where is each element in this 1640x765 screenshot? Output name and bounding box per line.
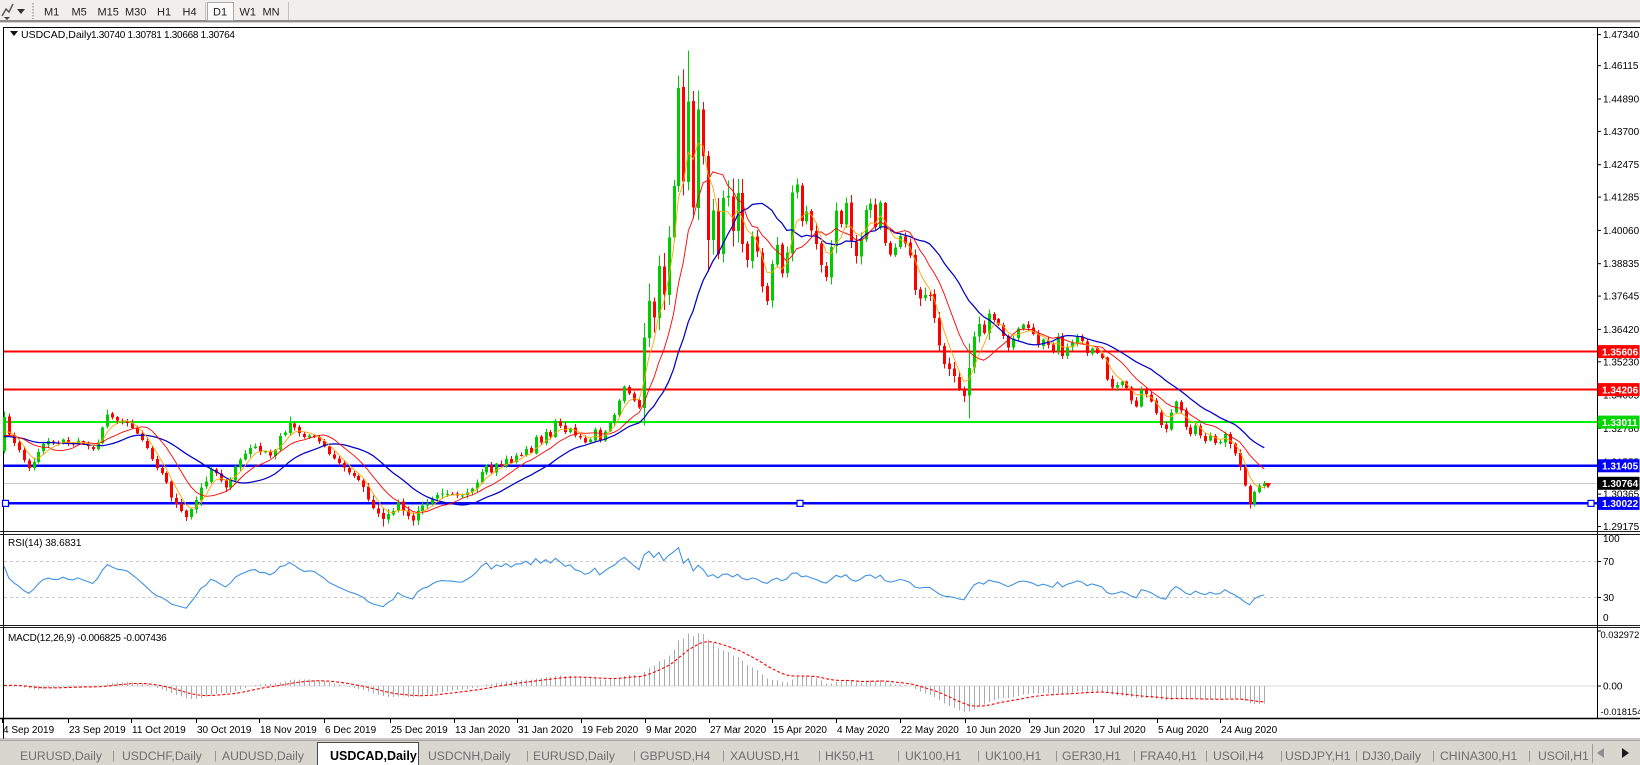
svg-text:1.30764: 1.30764: [1602, 479, 1639, 490]
svg-text:|: |: [112, 750, 115, 762]
svg-text:1.31405: 1.31405: [1602, 462, 1639, 473]
svg-text:|: |: [897, 750, 900, 762]
svg-text:1.37645: 1.37645: [1603, 292, 1640, 303]
svg-text:M30: M30: [125, 7, 146, 19]
svg-text:30: 30: [1603, 593, 1615, 604]
svg-text:1.40060: 1.40060: [1603, 226, 1640, 237]
svg-text:H1: H1: [157, 7, 171, 19]
svg-text:29 Jun 2020: 29 Jun 2020: [1030, 725, 1085, 736]
svg-text:6 Dec 2019: 6 Dec 2019: [325, 725, 377, 736]
svg-text:11 Oct 2019: 11 Oct 2019: [132, 725, 186, 736]
svg-text:1.44890: 1.44890: [1603, 95, 1640, 106]
svg-text:1.29175: 1.29175: [1603, 522, 1640, 533]
svg-text:M5: M5: [72, 7, 87, 19]
svg-text:USOil,H4: USOil,H4: [1213, 749, 1264, 763]
svg-text:1.36420: 1.36420: [1603, 325, 1640, 336]
svg-text:|: |: [633, 750, 636, 762]
svg-text:70: 70: [1603, 557, 1615, 568]
svg-text:0.00: 0.00: [1603, 682, 1623, 693]
svg-text:|: |: [1355, 750, 1358, 762]
svg-text:MACD(12,26,9) -0.006825 -0.007: MACD(12,26,9) -0.006825 -0.007436: [8, 633, 167, 644]
svg-text:15 Apr 2020: 15 Apr 2020: [773, 725, 827, 736]
svg-text:0: 0: [1603, 613, 1609, 624]
svg-text:1.43700: 1.43700: [1603, 127, 1640, 138]
svg-text:H4: H4: [183, 7, 197, 19]
svg-text:|: |: [1528, 750, 1531, 762]
svg-text:1.35230: 1.35230: [1603, 357, 1640, 368]
svg-text:1.35606: 1.35606: [1602, 347, 1639, 358]
svg-text:|: |: [818, 750, 821, 762]
svg-text:25 Dec 2019: 25 Dec 2019: [391, 725, 448, 736]
svg-text:|: |: [1205, 750, 1208, 762]
svg-text:27 Mar 2020: 27 Mar 2020: [710, 725, 767, 736]
svg-text:13 Jan 2020: 13 Jan 2020: [455, 725, 510, 736]
svg-text:UK100,H1: UK100,H1: [985, 749, 1041, 763]
svg-text:XAUUSD,H1: XAUUSD,H1: [730, 749, 800, 763]
svg-text:1.41285: 1.41285: [1603, 193, 1640, 204]
svg-text:EURUSD,Daily: EURUSD,Daily: [20, 749, 103, 763]
svg-text:M15: M15: [98, 7, 119, 19]
svg-text:1.42475: 1.42475: [1603, 160, 1640, 171]
svg-text:100: 100: [1603, 534, 1620, 545]
svg-text:23 Sep 2019: 23 Sep 2019: [69, 725, 126, 736]
svg-text:|: |: [1133, 750, 1136, 762]
svg-text:GBPUSD,H4: GBPUSD,H4: [640, 749, 711, 763]
svg-text:|: |: [526, 750, 529, 762]
svg-text:30 Oct 2019: 30 Oct 2019: [197, 725, 252, 736]
svg-text:RSI(14) 38.6831: RSI(14) 38.6831: [8, 538, 82, 549]
svg-text:1.46115: 1.46115: [1603, 61, 1639, 72]
svg-text:|: |: [977, 750, 980, 762]
svg-text:-0.018154: -0.018154: [1601, 707, 1640, 717]
svg-text:UK100,H1: UK100,H1: [905, 749, 961, 763]
svg-text:1.30022: 1.30022: [1602, 499, 1639, 510]
svg-text:1.38835: 1.38835: [1603, 259, 1640, 270]
svg-text:4 Sep 2019: 4 Sep 2019: [3, 725, 55, 736]
svg-text:USDJPY,H1: USDJPY,H1: [1285, 749, 1351, 763]
svg-text:|: |: [214, 750, 217, 762]
svg-text:AUDUSD,Daily: AUDUSD,Daily: [222, 749, 305, 763]
svg-text:USDCAD,Daily: USDCAD,Daily: [21, 29, 92, 41]
svg-text:EURUSD,Daily: EURUSD,Daily: [533, 749, 616, 763]
svg-text:1.30365: 1.30365: [1603, 490, 1640, 501]
svg-text:24 Aug 2020: 24 Aug 2020: [1221, 725, 1278, 736]
svg-text:18 Nov 2019: 18 Nov 2019: [260, 725, 317, 736]
svg-text:10 Jun 2020: 10 Jun 2020: [966, 725, 1021, 736]
svg-text:D1: D1: [213, 7, 227, 19]
svg-text:|: |: [1280, 750, 1283, 762]
svg-text:19 Feb 2020: 19 Feb 2020: [582, 725, 639, 736]
svg-text:USOil,H1: USOil,H1: [1538, 749, 1589, 763]
svg-text:0.032972: 0.032972: [1601, 630, 1640, 640]
svg-text:1.32780: 1.32780: [1603, 424, 1640, 435]
svg-text:1.47340: 1.47340: [1603, 30, 1640, 41]
svg-text:GER30,H1: GER30,H1: [1062, 749, 1121, 763]
svg-text:USDCHF,Daily: USDCHF,Daily: [122, 749, 203, 763]
svg-text:22 May 2020: 22 May 2020: [901, 725, 959, 736]
svg-text:|: |: [1055, 750, 1058, 762]
svg-text:CHINA300,H1: CHINA300,H1: [1440, 749, 1517, 763]
svg-text:1.30740 1.30781 1.30668 1.3076: 1.30740 1.30781 1.30668 1.30764: [91, 30, 235, 41]
svg-text:9 Mar 2020: 9 Mar 2020: [646, 725, 697, 736]
svg-text:MN: MN: [263, 7, 280, 19]
svg-text:31 Jan 2020: 31 Jan 2020: [518, 725, 573, 736]
svg-text:|: |: [1432, 750, 1435, 762]
svg-text:HK50,H1: HK50,H1: [825, 749, 875, 763]
svg-text:USDCAD,Daily: USDCAD,Daily: [330, 749, 417, 763]
svg-text:FRA40,H1: FRA40,H1: [1140, 749, 1197, 763]
svg-text:|: |: [722, 750, 725, 762]
svg-text:W1: W1: [240, 7, 257, 19]
svg-text:17 Jul 2020: 17 Jul 2020: [1094, 725, 1146, 736]
svg-text:USDCNH,Daily: USDCNH,Daily: [428, 749, 512, 763]
svg-text:DJ30,Daily: DJ30,Daily: [1362, 749, 1422, 763]
svg-text:M1: M1: [44, 7, 59, 19]
svg-text:5 Aug 2020: 5 Aug 2020: [1158, 725, 1209, 736]
svg-text:4 May 2020: 4 May 2020: [837, 725, 890, 736]
svg-text:1.33011: 1.33011: [1602, 418, 1638, 429]
svg-text:1.34206: 1.34206: [1602, 385, 1639, 396]
